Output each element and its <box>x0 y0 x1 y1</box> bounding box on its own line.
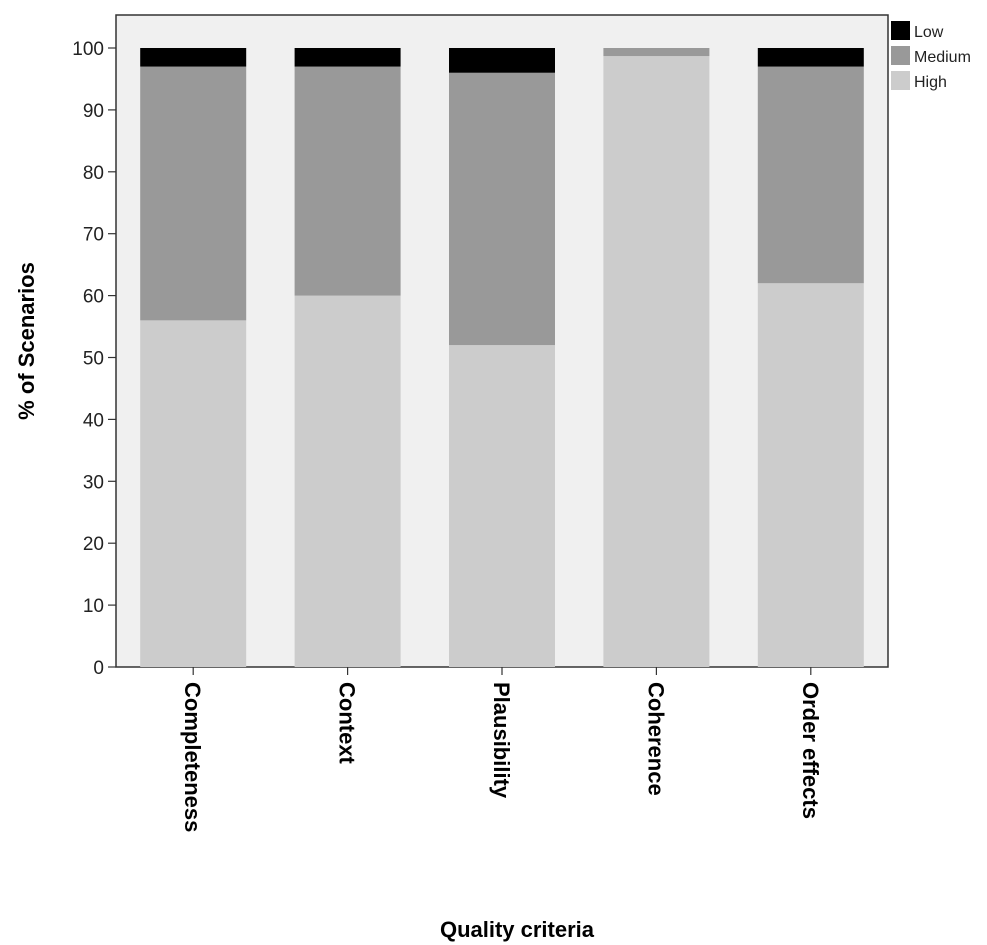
legend-swatch-high <box>891 71 910 90</box>
bar-segment-low-completeness <box>140 48 247 67</box>
x-tick-label: Context <box>335 682 360 765</box>
bar-segment-low-plausibility <box>449 48 555 73</box>
bar-segment-low-order-effects <box>757 48 864 67</box>
y-tick-label: 60 <box>83 287 104 308</box>
bar-segment-high-order-effects <box>757 283 864 667</box>
legend-swatch-low <box>891 21 910 40</box>
bar-segment-medium-completeness <box>140 66 247 321</box>
y-axis-title: % of Scenarios <box>14 262 39 420</box>
legend-label-low: Low <box>914 24 944 41</box>
legend: Low Medium High <box>891 21 971 91</box>
bar-segment-high-plausibility <box>449 345 555 667</box>
bar-segment-high-completeness <box>140 320 247 667</box>
y-axis: 0 10 20 30 40 50 60 70 80 90 100 <box>72 39 116 679</box>
legend-label-high: High <box>914 74 947 91</box>
bar-segment-medium-plausibility <box>449 72 555 346</box>
x-axis-title: Quality criteria <box>440 917 595 942</box>
y-tick-label: 50 <box>83 349 104 370</box>
x-tick-label: Coherence <box>643 682 668 796</box>
x-axis: Completeness Context Plausibility Coherence… <box>180 667 823 832</box>
y-tick-label: 40 <box>83 410 104 431</box>
y-tick-label: 30 <box>83 472 104 493</box>
y-tick-label: 20 <box>83 534 104 555</box>
bar-segment-low-context <box>294 48 401 67</box>
y-tick-label: 80 <box>83 163 104 184</box>
bar-segment-medium-coherence <box>603 48 710 57</box>
bar-segment-high-context <box>294 295 401 667</box>
legend-swatch-medium <box>891 46 910 65</box>
x-tick-label: Plausibility <box>489 682 514 799</box>
bar-segment-medium-context <box>294 66 401 296</box>
y-tick-label: 70 <box>83 225 104 246</box>
legend-label-medium: Medium <box>914 49 971 66</box>
bars-group <box>140 48 864 668</box>
x-tick-label: Completeness <box>180 682 205 832</box>
y-tick-label: 90 <box>83 101 104 122</box>
bar-segment-high-coherence <box>603 56 710 668</box>
y-tick-label: 0 <box>93 658 104 679</box>
y-tick-label: 100 <box>72 39 104 60</box>
bar-segment-medium-order-effects <box>757 66 864 284</box>
y-tick-label: 10 <box>83 596 104 617</box>
x-tick-label: Order effects <box>798 682 823 819</box>
